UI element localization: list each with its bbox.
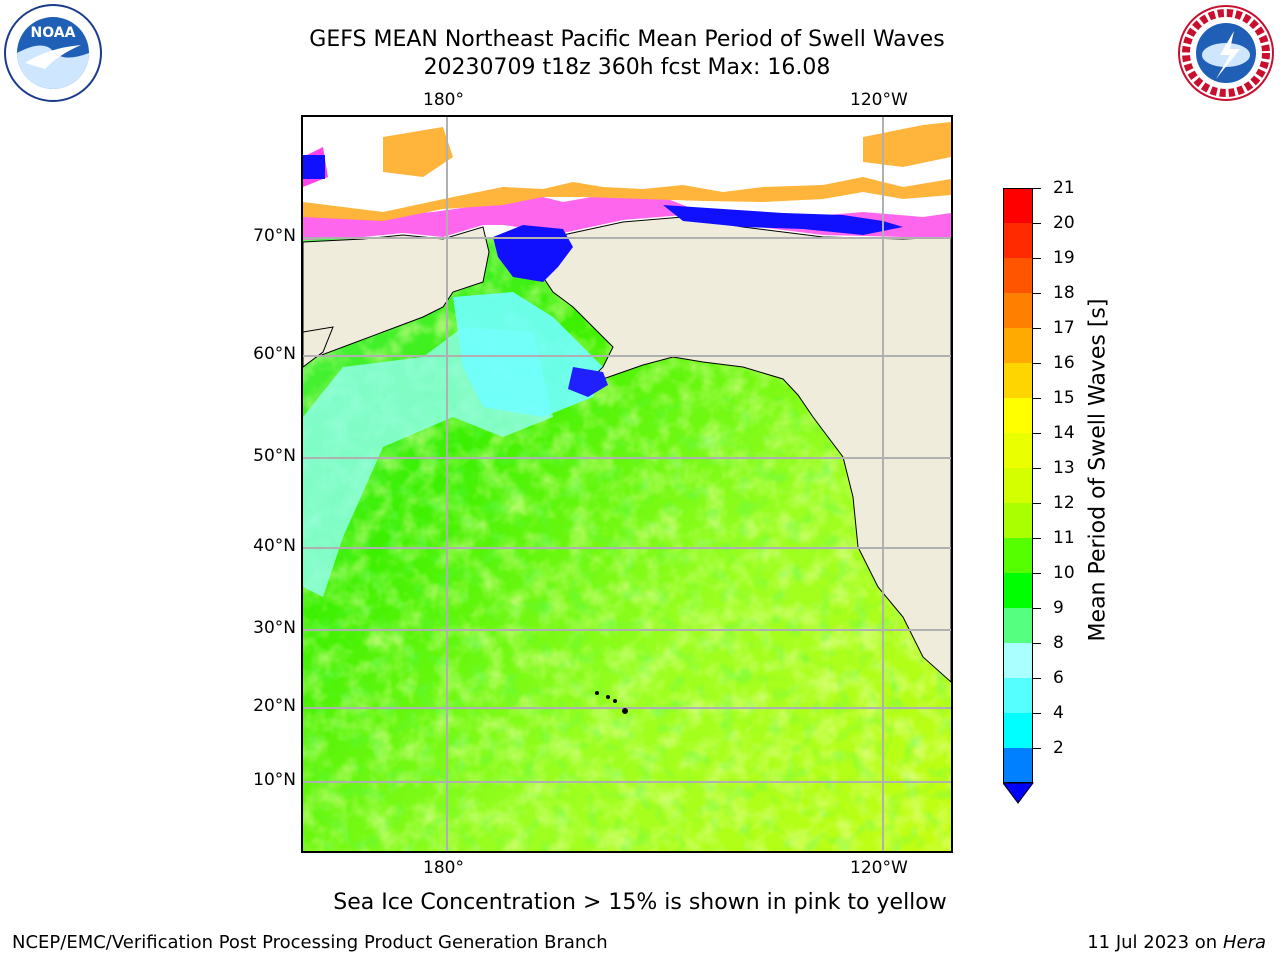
colorbar-segment (1003, 748, 1033, 783)
colorbar-svg (1002, 188, 1034, 804)
colorbar-tick-label: 19 (1053, 248, 1075, 268)
colorbar-tick-label: 16 (1053, 353, 1075, 373)
colorbar-tick-label: 10 (1053, 563, 1075, 583)
hawaii-islands (595, 691, 628, 714)
map-svg (303, 117, 951, 851)
colorbar-outline (1003, 188, 1033, 783)
swell-blue-chukchi (493, 225, 573, 282)
footer-host: Hera (1222, 932, 1266, 953)
colorbar-tick-label: 15 (1053, 388, 1075, 408)
map-panel (301, 115, 953, 853)
colorbar-tick-label: 8 (1053, 633, 1064, 653)
sea-ice-floe-1 (383, 127, 453, 177)
lat-label-30n: 30°N (253, 618, 296, 638)
colorbar-tick-label: 18 (1053, 283, 1075, 303)
noaa-logo-text: NOAA (31, 25, 76, 41)
colorbar-tick-label: 12 (1053, 493, 1075, 513)
colorbar-segment (1003, 678, 1033, 713)
colorbar-tick-mark (1033, 748, 1041, 749)
chart-subtitle: 20230709 t18z 360h fcst Max: 16.08 (423, 55, 831, 80)
colorbar-tick-mark (1033, 643, 1041, 644)
colorbar-tick-label: 4 (1053, 703, 1064, 723)
swell-blue-bristol (568, 367, 608, 397)
lon-label-120w-bottom: 120°W (850, 858, 908, 878)
colorbar-tick-label: 14 (1053, 423, 1075, 443)
colorbar-tick-mark (1033, 468, 1041, 469)
colorbar-tick-label: 11 (1053, 528, 1075, 548)
sea-ice-orange (303, 177, 951, 221)
colorbar-tick-mark (1033, 258, 1041, 259)
colorbar (1002, 188, 1034, 804)
colorbar-segment (1003, 468, 1033, 503)
colorbar-tick-mark (1033, 363, 1041, 364)
colorbar-segment (1003, 328, 1033, 363)
colorbar-segment (1003, 538, 1033, 573)
ocean-texture-2 (303, 397, 951, 851)
nws-logo (1176, 3, 1276, 107)
colorbar-segment (1003, 363, 1033, 398)
colorbar-tick-mark (1033, 188, 1041, 189)
colorbar-tick-mark (1033, 713, 1041, 714)
sea-ice-note: Sea Ice Concentration > 15% is shown in … (333, 890, 947, 915)
sea-ice-blue-patch (303, 155, 325, 179)
swell-blue-beaufort (663, 205, 903, 235)
land-siberia (303, 226, 490, 363)
colorbar-tick-mark (1033, 398, 1041, 399)
colorbar-tick-label: 13 (1053, 458, 1075, 478)
footer-date-text: 11 Jul 2023 on (1087, 932, 1218, 953)
colorbar-extend-triangle (1002, 782, 1034, 804)
swell-cyan-bering (453, 292, 603, 417)
lat-label-10n: 10°N (253, 770, 296, 790)
colorbar-tick-label: 9 (1053, 598, 1064, 618)
colorbar-segment (1003, 433, 1033, 468)
colorbar-segment (1003, 643, 1033, 678)
lon-label-180-bottom: 180° (423, 858, 464, 878)
colorbar-tick-mark (1033, 328, 1041, 329)
colorbar-tick-label: 20 (1053, 213, 1075, 233)
colorbar-segment (1003, 608, 1033, 643)
colorbar-tick-mark (1033, 678, 1041, 679)
colorbar-segment (1003, 258, 1033, 293)
colorbar-tick-label: 17 (1053, 318, 1075, 338)
lat-label-70n: 70°N (253, 226, 296, 246)
colorbar-tick-label: 2 (1053, 738, 1064, 758)
colorbar-tick-mark (1033, 608, 1041, 609)
colorbar-tick-mark (1033, 293, 1041, 294)
colorbar-segment (1003, 223, 1033, 258)
lat-label-60n: 60°N (253, 344, 296, 364)
lat-label-20n: 20°N (253, 696, 296, 716)
colorbar-segment (1003, 503, 1033, 538)
colorbar-tick-mark (1033, 573, 1041, 574)
noaa-logo: NOAA (3, 3, 103, 107)
colorbar-label: Mean Period of Swell Waves [s] (1085, 298, 1111, 642)
colorbar-tick-mark (1033, 433, 1041, 434)
lat-label-40n: 40°N (253, 536, 296, 556)
chart-title: GEFS MEAN Northeast Pacific Mean Period … (309, 27, 945, 52)
colorbar-tick-label: 21 (1053, 178, 1075, 198)
colorbar-tick-label: 6 (1053, 668, 1064, 688)
colorbar-segment (1003, 713, 1033, 748)
colorbar-tick-mark (1033, 538, 1041, 539)
lon-label-120w-top: 120°W (850, 90, 908, 110)
colorbar-tick-mark (1033, 223, 1041, 224)
colorbar-segment (1003, 573, 1033, 608)
lon-label-180-top: 180° (423, 90, 464, 110)
lat-label-50n: 50°N (253, 446, 296, 466)
graticule (303, 117, 951, 851)
colorbar-tick-mark (1033, 503, 1041, 504)
sea-ice-floe-2 (863, 122, 951, 167)
footer-date: 11 Jul 2023 on Hera (1087, 932, 1266, 953)
colorbar-segment (1003, 293, 1033, 328)
colorbar-segment (1003, 188, 1033, 223)
footer-credit: NCEP/EMC/Verification Post Processing Pr… (12, 932, 608, 953)
colorbar-segment (1003, 398, 1033, 433)
